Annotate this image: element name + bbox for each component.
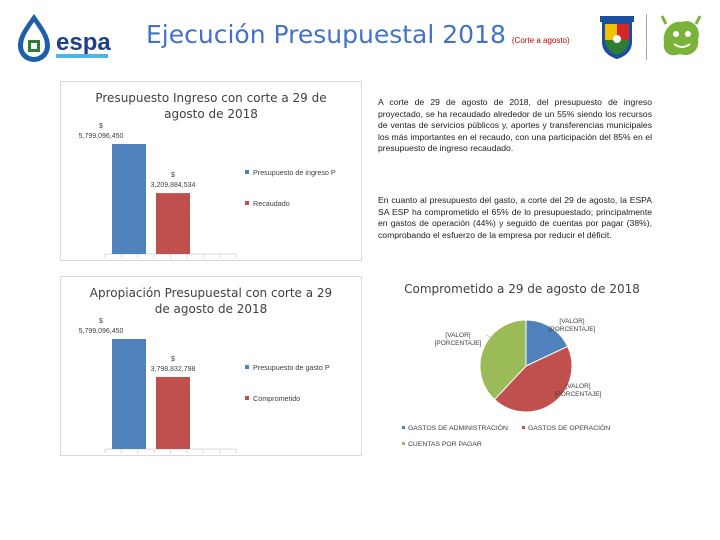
chart-appropriation-plot: $5,799,096,450 $3,798,832,798 Presupuesto …	[79, 318, 330, 453]
page-subtitle: (Corte a agosto)	[511, 36, 570, 45]
green-mascot-logo-icon	[660, 15, 702, 56]
income-legend-label-2: Recaudado	[253, 199, 290, 208]
pie-data-label-percent-3: [PORCENTAJE]	[435, 340, 482, 347]
pie-legend-swatch-3	[402, 442, 405, 445]
appropriation-bar-label-1: 5,799,096,450	[79, 328, 124, 335]
pie-slice-1	[525, 319, 569, 367]
appropriation-bar-2	[156, 376, 190, 449]
appropriation-bar-label-currency-1: $	[99, 318, 103, 325]
pie-slice-2	[493, 345, 573, 413]
municipal-crest-icon	[600, 16, 634, 59]
espa-logo-text: espa	[56, 29, 111, 56]
income-bar-label-currency-2: $	[171, 172, 175, 179]
income-bar-label-currency-1: $	[99, 123, 103, 130]
pie-leader-line-3	[485, 334, 493, 339]
income-bar-label-2: 3,209,884,534	[151, 182, 196, 189]
chart-income-box: Presupuesto Ingreso con corte a 29 de ag…	[60, 81, 362, 261]
pie-chart-title: Comprometido a 29 de agosto de 2018	[404, 282, 640, 296]
income-bar-label-1: 5,799,096,450	[79, 133, 124, 140]
income-legend-swatch-1	[245, 170, 249, 174]
income-bar-1	[112, 144, 146, 254]
chart-appropriation-box: Apropiación Presupuestal con corte a 29 …	[60, 276, 362, 456]
appropriation-legend-label-2: Comprometido	[253, 394, 300, 403]
pie-leader-line-1	[554, 327, 563, 331]
pie-data-label-value-1: [VALOR]	[559, 318, 584, 325]
appropriation-bar-label-2: 3,798,832,798	[151, 366, 196, 373]
logo-divider	[646, 14, 647, 60]
pie-legend-swatch-2	[522, 426, 525, 429]
pie-legend-swatch-1	[402, 426, 405, 429]
chart-income-plot: $5,799,096,450 $3,209,884,534 Presupuesto …	[79, 123, 336, 258]
appropriation-bar-label-currency-2: $	[171, 356, 175, 363]
appropriation-legend-swatch-2	[245, 396, 249, 400]
chart-income-title: Presupuesto Ingreso con corte a 29 de ag…	[95, 91, 327, 121]
header: Ejecución Presupuestal 2018 (Corte a agos…	[146, 20, 570, 49]
pie-data-label-percent-1: [PORCENTAJE]	[549, 326, 596, 333]
espa-logo: espa	[18, 14, 111, 62]
income-legend-swatch-2	[245, 201, 249, 205]
income-summary-text: A corte de 29 de agosto de 2018, del pre…	[378, 97, 652, 154]
pie-legend-label-3: CUENTAS POR PAGAR	[408, 441, 482, 448]
pie-slice-3	[479, 319, 527, 401]
income-legend-label-1: Presupuesto de ingreso P	[253, 168, 336, 177]
page-title: Ejecución Presupuestal 2018	[146, 20, 506, 49]
expense-summary-text: En cuanto al presupuesto del gasto, a co…	[378, 195, 652, 240]
pie-data-label-percent-2: [PORCENTAJE]	[555, 391, 602, 398]
pie-legend-label-2: GASTOS DE OPERACIÓN	[528, 423, 610, 432]
pie-data-label-value-3: [VALOR]	[445, 332, 470, 339]
income-bar-2	[156, 193, 190, 254]
chart-appropriation-title: Apropiación Presupuestal con corte a 29 …	[89, 286, 333, 316]
pie-data-label-value-2: [VALOR]	[565, 383, 590, 390]
pie-leader-line-2	[564, 386, 572, 390]
appropriation-legend-swatch-1	[245, 365, 249, 369]
appropriation-legend-label-1: Presupuesto de gasto P	[253, 363, 330, 372]
appropriation-bar-1	[112, 339, 146, 449]
pie-legend-label-1: GASTOS DE ADMINISTRACIÓN	[408, 423, 508, 432]
